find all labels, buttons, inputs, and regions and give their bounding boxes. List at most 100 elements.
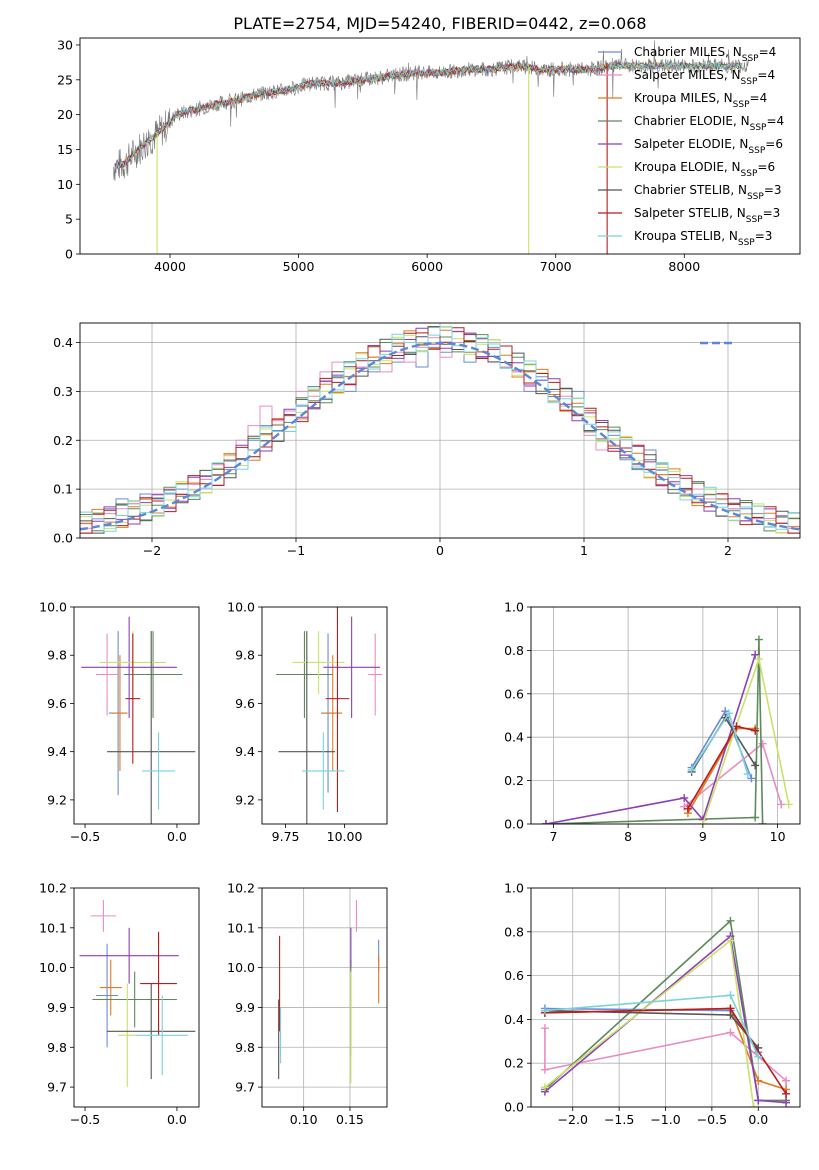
axes-frame	[73, 606, 200, 825]
plot-area-mass-age	[276, 607, 383, 824]
legend-entry-sub: SSP	[746, 215, 763, 225]
weight-point	[782, 1098, 791, 1107]
y-tick-label: 9.9	[47, 1000, 67, 1015]
legend-entry-prefix: Salpeter MILES, N	[634, 68, 741, 82]
weight-point	[683, 804, 692, 813]
chart-spectrum: 4000 5000 6000 7000 8000 0 5 10 15 20 25 30 Chabrier…	[57, 37, 801, 274]
chart-age-weight: 7 8 9 10 0.0 0.2 0.4 0.6 0.8 1.0	[504, 600, 801, 844]
legend-entry-prefix: Chabrier ELODIE, N	[634, 114, 750, 128]
y-tick-label: 10.1	[227, 920, 255, 935]
legend-entry-5: Kroupa ELODIE, NSSP=6	[634, 160, 775, 179]
weight-point	[751, 761, 760, 770]
chart-z-mass: −0.5 0.0 9.7 9.8 9.9 10.0 10.1 10.2	[39, 881, 200, 1127]
y-tick-label: 0.4	[53, 335, 73, 350]
y-tick-label: 0.4	[504, 1012, 524, 1027]
plot-area-spectrum	[113, 40, 749, 254]
histogram-step-extra	[80, 326, 800, 532]
y-tick-label: 0.0	[504, 1100, 524, 1115]
plot-area-residuals	[80, 325, 800, 534]
legend-entry-prefix: Kroupa ELODIE, N	[634, 160, 741, 174]
legend-entry-prefix: Salpeter ELODIE, N	[634, 137, 748, 151]
y-tick-label: 9.6	[47, 696, 67, 711]
legend-entry-prefix: Kroupa MILES, N	[634, 91, 733, 105]
y-tick-label: 0.2	[504, 1056, 524, 1071]
legend-entry-sub: SSP	[741, 169, 758, 179]
weight-point	[726, 936, 735, 945]
weight-point	[782, 1089, 791, 1098]
y-tick-label: 0.6	[504, 686, 524, 701]
y-tick-label: 10.0	[39, 600, 67, 615]
legend-entry-suffix: =3	[764, 183, 782, 197]
weight-point	[725, 709, 734, 718]
weight-point	[687, 765, 696, 774]
chart-mass-age: 9.75 10.00 9.2 9.4 9.6 9.8 10.0	[227, 600, 388, 844]
legend-entry-4: Salpeter ELODIE, NSSP=6	[634, 137, 783, 156]
weight-point	[758, 820, 767, 824]
legend-entry-suffix: =3	[755, 229, 773, 243]
legend-entry-sub: SSP	[738, 238, 755, 248]
weight-line-8	[544, 994, 760, 1057]
y-tick-label: 0.8	[504, 643, 524, 658]
x-tick-label: 7000	[540, 259, 572, 274]
y-tick-label: 0.4	[504, 730, 524, 745]
x-tick-label: 2	[724, 543, 732, 558]
x-tick-label: −1.5	[604, 1112, 634, 1127]
weight-point	[751, 650, 760, 659]
weight-point	[743, 770, 752, 779]
x-tick-label: 0.10	[290, 1112, 318, 1127]
weight-point	[782, 1076, 791, 1085]
weight-line-4	[545, 654, 756, 824]
x-tick-label: 0.0	[167, 829, 187, 844]
y-tick-label: 0.2	[504, 773, 524, 788]
weight-point	[726, 916, 735, 925]
x-tick-label: 0.0	[748, 1112, 768, 1127]
y-tick-label: 9.2	[235, 792, 255, 807]
chart-z-age: −0.5 0.0 9.2 9.4 9.6 9.8 10.0	[39, 600, 200, 844]
y-tick-label: 10.0	[39, 960, 67, 975]
chart-ebv-mass: 0.10 0.15 9.7 9.8 9.9 10.0 10.1 10.2	[227, 881, 388, 1127]
x-tick-label: 0.0	[167, 1112, 187, 1127]
axes-frame	[79, 37, 801, 255]
chart-z-weight: −2.0 −1.5 −1.0 −0.5 0.0 0.0 0.2 0.4 0.6 0.8 1.0	[504, 881, 801, 1127]
axes-frame	[73, 887, 200, 1108]
y-tick-label: 5	[65, 212, 73, 227]
y-tick-label: 9.7	[47, 1080, 67, 1095]
chart-residuals: −2 −1 0 1 2 0.0 0.1 0.2 0.3 0.4	[53, 322, 801, 558]
x-tick-label: −1	[287, 543, 305, 558]
plot-area-ebv-mass	[278, 899, 380, 1084]
histogram-step-extra	[80, 327, 800, 534]
y-tick-label: 0.8	[504, 924, 524, 939]
y-tick-label: 9.8	[235, 1040, 255, 1055]
y-tick-label: 9.8	[47, 1040, 67, 1055]
weight-line-3	[544, 919, 787, 1102]
weight-point	[540, 1065, 549, 1074]
legend-entry-0: Chabrier MILES, NSSP=4	[634, 45, 776, 64]
legend-entry-2: Kroupa MILES, NSSP=4	[634, 91, 767, 110]
y-tick-label: 10.0	[227, 600, 255, 615]
y-tick-label: 0.2	[53, 433, 73, 448]
legend-entry-sub: SSP	[741, 77, 758, 87]
x-tick-label: 7	[549, 829, 557, 844]
legend-entry-prefix: Chabrier MILES, N	[634, 45, 742, 59]
y-tick-label: 15	[57, 142, 73, 157]
y-tick-label: 10.0	[227, 960, 255, 975]
weight-point	[726, 991, 735, 1000]
weight-point	[784, 800, 793, 809]
legend-entry-sub: SSP	[733, 100, 750, 110]
axes-frame	[530, 887, 801, 1108]
weight-point	[541, 820, 550, 824]
x-tick-label: 8000	[668, 259, 700, 274]
plot-area-z-mass	[79, 899, 196, 1088]
weight-line-5	[544, 939, 755, 1107]
axes-frame	[530, 606, 801, 825]
weight-point	[777, 800, 786, 809]
weight-point	[726, 1004, 735, 1013]
legend-entry-prefix: Kroupa STELIB, N	[634, 229, 738, 243]
y-tick-label: 0	[65, 247, 73, 262]
x-tick-label: 8	[624, 829, 632, 844]
legend-entry-8: Kroupa STELIB, NSSP=3	[634, 229, 772, 248]
weight-point	[754, 655, 763, 664]
y-tick-label: 0.1	[53, 482, 73, 497]
weight-point	[754, 1096, 763, 1105]
